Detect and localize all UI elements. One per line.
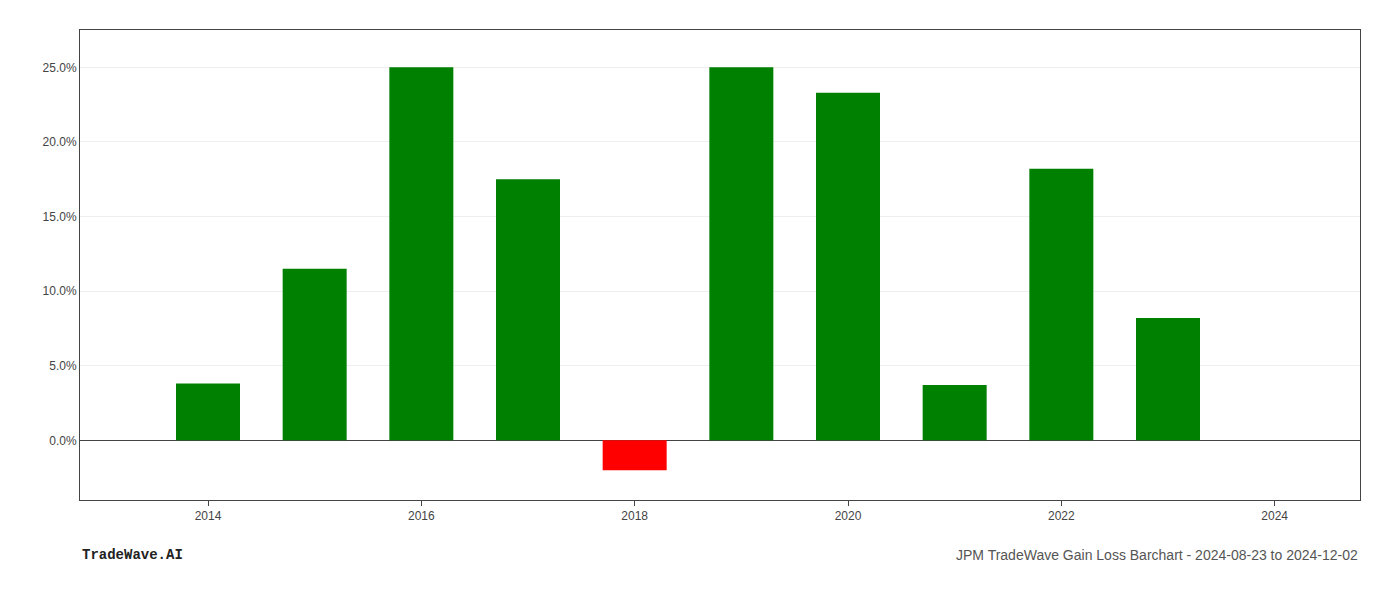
svg-text:5.0%: 5.0% [49, 359, 77, 373]
svg-text:15.0%: 15.0% [43, 210, 77, 224]
svg-text:2016: 2016 [408, 509, 435, 523]
svg-text:25.0%: 25.0% [43, 61, 77, 75]
svg-text:0.0%: 0.0% [49, 434, 77, 448]
svg-text:10.0%: 10.0% [43, 284, 77, 298]
svg-text:TradeWave.AI: TradeWave.AI [82, 547, 183, 563]
svg-text:2014: 2014 [195, 509, 222, 523]
svg-text:2018: 2018 [621, 509, 648, 523]
svg-text:2020: 2020 [835, 509, 862, 523]
svg-text:20.0%: 20.0% [43, 135, 77, 149]
svg-text:2022: 2022 [1048, 509, 1075, 523]
svg-text:JPM TradeWave Gain Loss Barcha: JPM TradeWave Gain Loss Barchart - 2024-… [956, 547, 1358, 563]
svg-text:2024: 2024 [1261, 509, 1288, 523]
